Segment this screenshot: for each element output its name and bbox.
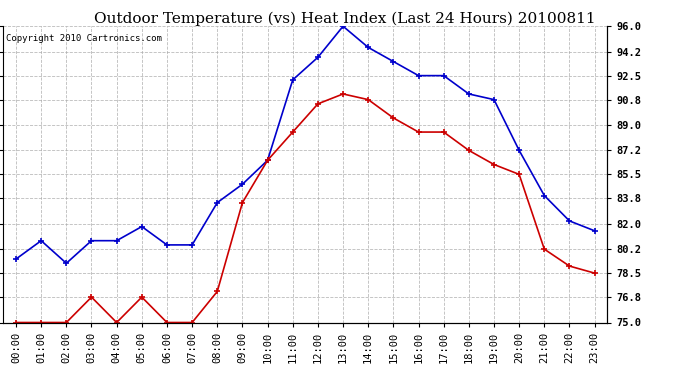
Text: Outdoor Temperature (vs) Heat Index (Last 24 Hours) 20100811: Outdoor Temperature (vs) Heat Index (Las… [95, 11, 595, 26]
Text: Copyright 2010 Cartronics.com: Copyright 2010 Cartronics.com [6, 34, 162, 43]
